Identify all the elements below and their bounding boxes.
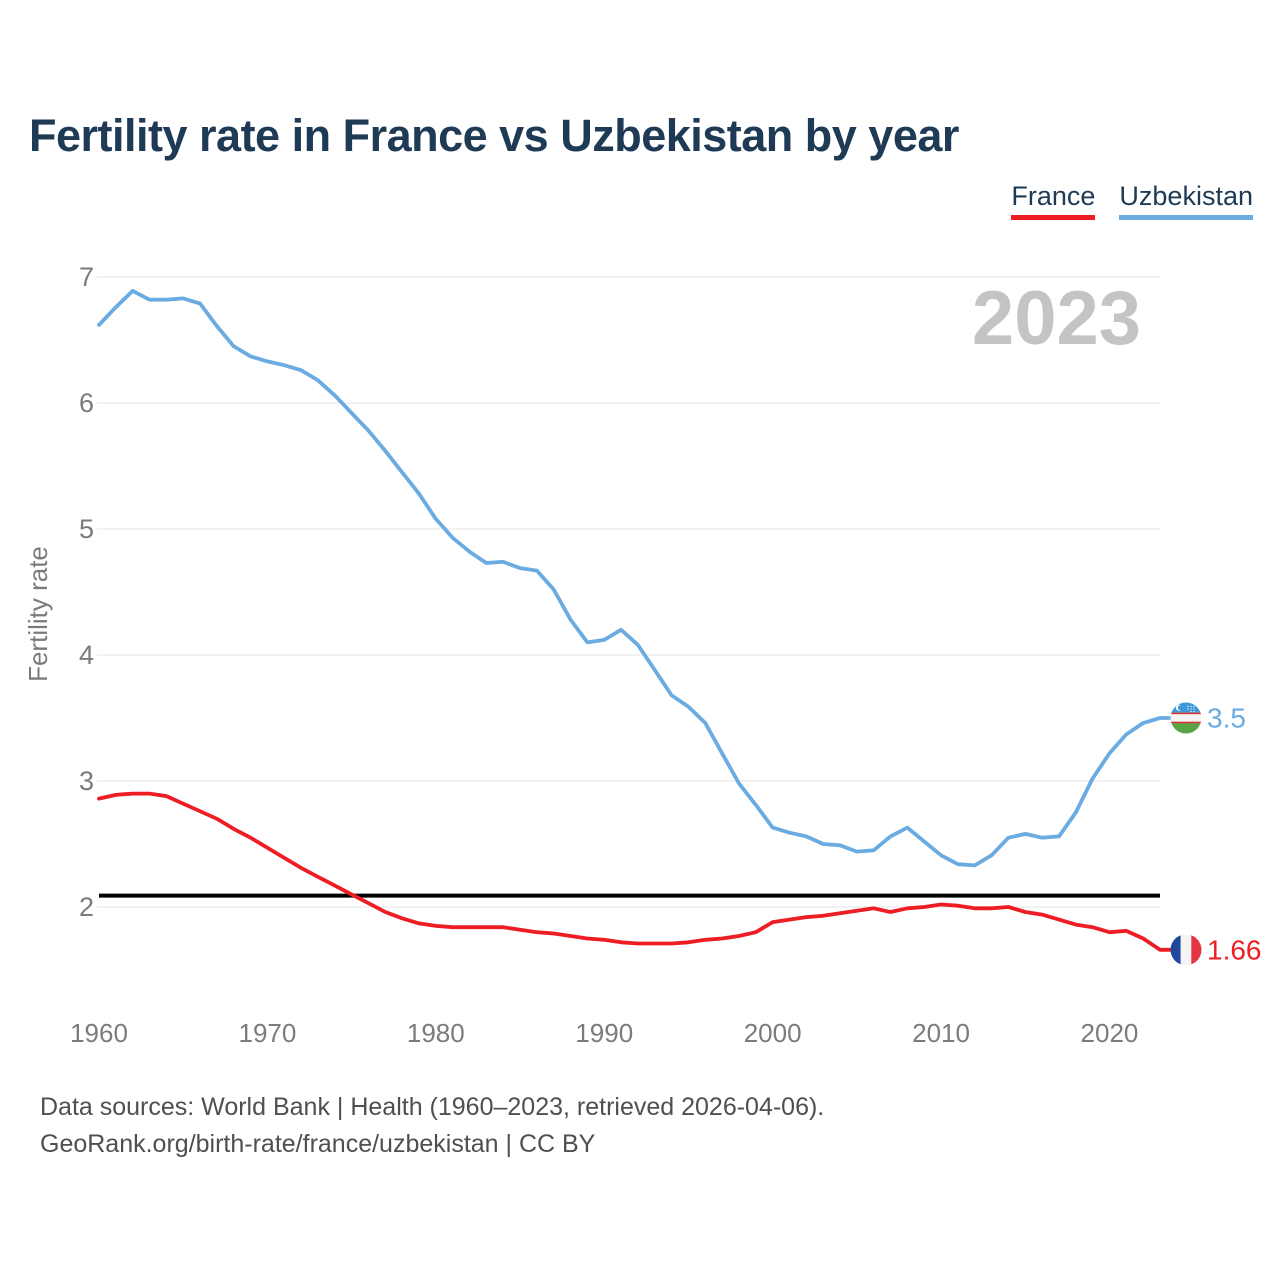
y-tick-label: 2 [79, 892, 94, 922]
gridlines: 2 3 4 5 6 7 [79, 262, 1160, 922]
line-france [97, 791, 1173, 952]
x-tick-label: 2020 [1081, 1018, 1139, 1048]
footer: Data sources: World Bank | Health (1960–… [40, 1089, 824, 1163]
x-tick-label: 2000 [744, 1018, 802, 1048]
y-axis-title: Fertility rate [23, 546, 53, 682]
data-sources-line: Data sources: World Bank | Health (1960–… [40, 1093, 825, 1121]
year-watermark: 2023 [972, 276, 1141, 361]
legend: France Uzbekistan [1011, 181, 1253, 220]
uzbekistan-flag-icon [1170, 702, 1202, 734]
page-title: Fertility rate in France vs Uzbekistan b… [29, 110, 959, 161]
x-tick-label: 2010 [912, 1018, 970, 1048]
y-tick-label: 3 [79, 766, 94, 796]
legend-item-france[interactable]: France [1011, 181, 1096, 220]
y-tick-label: 7 [79, 262, 94, 292]
line-uzbekistan [97, 289, 1173, 868]
x-tick-label: 1980 [407, 1018, 465, 1048]
legend-label-uzbekistan: Uzbekistan [1119, 181, 1253, 211]
legend-label-france: France [1011, 181, 1096, 211]
france-flag-icon [1170, 934, 1202, 966]
y-tick-label: 4 [79, 640, 94, 670]
y-tick-label: 6 [79, 388, 94, 418]
x-tick-label: 1970 [238, 1018, 296, 1048]
x-tick-label: 1990 [575, 1018, 633, 1048]
legend-item-uzbekistan[interactable]: Uzbekistan [1119, 181, 1253, 220]
attribution-line: GeoRank.org/birth-rate/france/uzbekistan… [40, 1130, 596, 1158]
france-end-value: 1.66 [1207, 934, 1262, 965]
y-tick-label: 5 [79, 514, 94, 544]
x-tick-label: 1960 [70, 1018, 128, 1048]
uzbekistan-end-value: 3.5 [1207, 703, 1246, 734]
